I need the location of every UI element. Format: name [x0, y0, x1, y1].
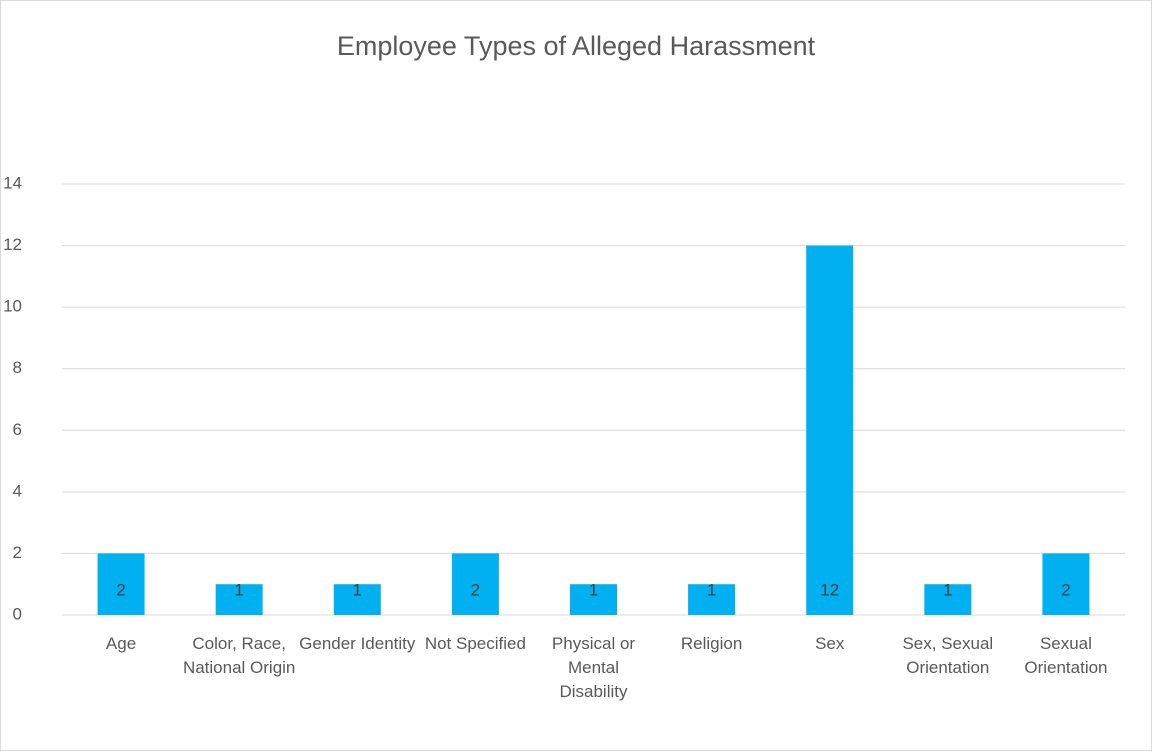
- y-tick-label: 4: [13, 481, 22, 500]
- y-tick-label: 0: [13, 604, 22, 623]
- bar: [570, 584, 617, 615]
- x-tick-label: Physical or Mental Disability: [551, 634, 636, 701]
- data-label: 2: [116, 580, 125, 599]
- x-tick-label: Sex: [815, 634, 845, 653]
- bar: [333, 584, 381, 615]
- y-tick-label: 8: [13, 358, 22, 377]
- data-label: 1: [589, 580, 598, 599]
- data-label: 2: [1061, 580, 1070, 599]
- data-label: 1: [707, 580, 716, 599]
- x-tick-label: Sexual Orientation: [1024, 634, 1108, 677]
- data-label: 1: [943, 580, 952, 599]
- x-tick-label: Not Specified: [424, 634, 526, 653]
- y-tick-label: 14: [3, 173, 22, 192]
- x-tick-label: Religion: [680, 634, 743, 653]
- y-tick-label: 2: [13, 543, 22, 562]
- bar: [451, 553, 499, 615]
- data-label: 2: [471, 580, 480, 599]
- data-label: 1: [353, 580, 362, 599]
- x-tick-label: Color, Race, National Origin: [182, 634, 296, 677]
- bar: [688, 584, 736, 615]
- bar: [806, 245, 854, 616]
- y-tick-label: 6: [13, 420, 22, 439]
- bar: [924, 584, 972, 615]
- data-label: 12: [820, 580, 839, 599]
- bar: [97, 553, 145, 615]
- bar: [215, 584, 263, 615]
- x-tick-label: Gender Identity: [299, 634, 416, 653]
- x-tick-label: Age: [105, 634, 137, 653]
- bar: [1042, 553, 1090, 615]
- data-label: 1: [234, 580, 243, 599]
- chart-title: Employee Types of Alleged Harassment: [337, 31, 816, 61]
- x-tick-label: Sex, Sexual Orientation: [902, 634, 994, 677]
- y-tick-label: 12: [3, 235, 22, 254]
- y-tick-label: 10: [3, 297, 22, 316]
